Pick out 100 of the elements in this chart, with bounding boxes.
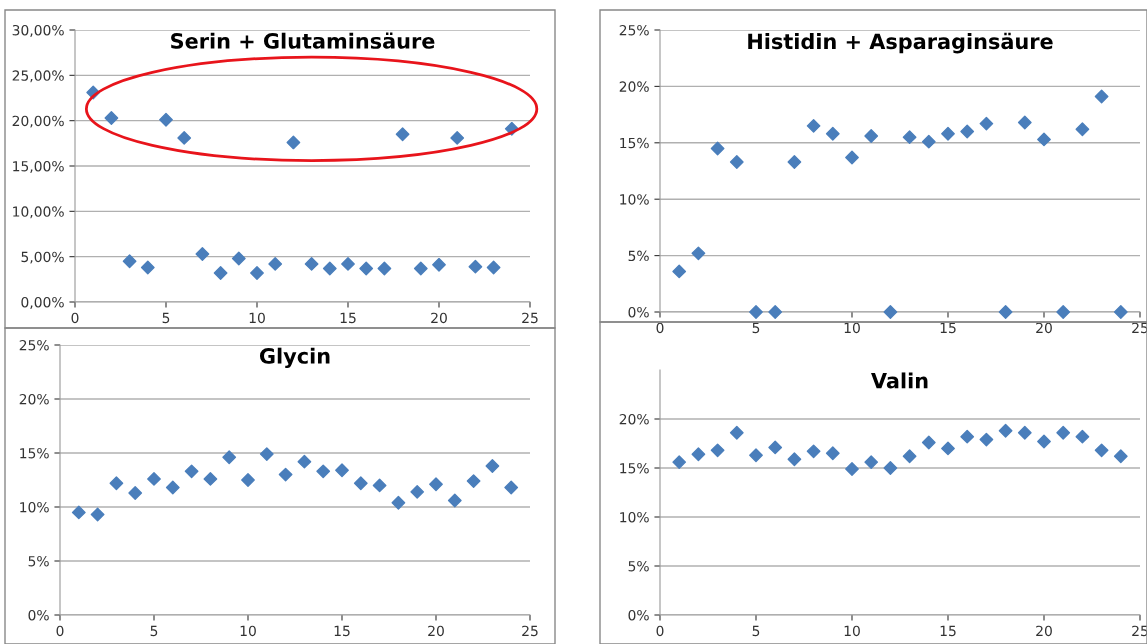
point (231, 251, 246, 266)
point (921, 134, 936, 149)
point (1075, 122, 1090, 137)
point (1094, 89, 1109, 104)
point (1113, 449, 1128, 464)
point (710, 141, 725, 156)
chart-title: Serin + Glutaminsäure (171, 32, 435, 49)
point (109, 476, 124, 491)
x-tick-label: 10 (240, 625, 256, 637)
point (864, 129, 879, 143)
x-tick-label: 20 (1036, 625, 1052, 637)
point (902, 130, 917, 145)
point (372, 478, 387, 493)
chart-title: Valin (871, 372, 928, 389)
point (902, 449, 917, 464)
point (353, 476, 368, 491)
x-tick-label: 0 (56, 625, 64, 637)
x-tick-label: 20 (1036, 322, 1052, 334)
x-tick-label: 25 (1132, 322, 1147, 334)
point (845, 150, 859, 165)
y-tick-label: 5,00% (21, 251, 64, 264)
point (691, 246, 706, 261)
point (213, 266, 228, 280)
x-tick-label: 5 (752, 322, 760, 334)
point (147, 472, 161, 486)
y-tick-label: 10% (620, 511, 649, 523)
x-tick-label: 25 (1132, 625, 1147, 637)
x-tick-label: 5 (752, 625, 760, 637)
point (184, 464, 199, 479)
point (941, 441, 955, 456)
point (672, 264, 687, 279)
y-tick-label: 20,00% (12, 115, 64, 128)
point (749, 448, 763, 463)
point (466, 474, 481, 488)
y-tick-label: 25,00% (12, 70, 64, 83)
x-tick-label: 5 (162, 312, 170, 324)
point (259, 447, 274, 461)
point (1113, 305, 1128, 319)
point (432, 257, 446, 272)
y-tick-label: 10,00% (13, 206, 64, 219)
y-tick-label: 5% (628, 250, 649, 262)
y-tick-label: 20% (619, 81, 649, 92)
x-tick-label: 10 (249, 312, 265, 324)
point (413, 261, 428, 276)
point (122, 254, 137, 269)
point (485, 459, 500, 473)
chart-title: Glycin (259, 347, 330, 369)
point (297, 454, 312, 469)
point (1094, 443, 1109, 458)
point (1017, 425, 1032, 440)
y-tick-label: 10% (20, 501, 49, 513)
x-tick-label: 0 (656, 625, 664, 637)
point (268, 257, 283, 271)
x-tick-label: 5 (150, 625, 158, 637)
point (787, 452, 802, 467)
point (960, 429, 975, 444)
point (335, 463, 349, 478)
point (71, 505, 86, 520)
point (391, 495, 406, 510)
point (104, 111, 119, 125)
point (806, 118, 821, 133)
point (341, 257, 355, 271)
y-tick-label: 15,00% (13, 160, 64, 173)
x-tick-label: 15 (334, 625, 350, 637)
y-tick-label: 5% (628, 560, 649, 572)
point (672, 455, 687, 470)
y-tick-label: 15% (620, 137, 649, 149)
point (395, 127, 410, 142)
point (825, 446, 840, 461)
chart-title: Histidin + Asparaginsäure (748, 32, 1053, 54)
point (410, 484, 425, 499)
point (979, 116, 994, 131)
point (377, 261, 392, 276)
point (787, 155, 802, 169)
point (979, 432, 994, 447)
point (864, 455, 879, 470)
x-tick-label: 20 (431, 312, 447, 324)
point (749, 305, 763, 319)
x-tick-label: 10 (844, 625, 860, 637)
x-tick-label: 0 (71, 312, 79, 324)
y-tick-label: 0% (28, 609, 49, 621)
point (1056, 425, 1071, 440)
point (883, 305, 898, 319)
point (845, 462, 859, 476)
point (203, 472, 218, 486)
point (960, 124, 975, 139)
point (691, 447, 706, 462)
point (768, 440, 783, 455)
point (447, 493, 462, 508)
point (921, 435, 936, 450)
y-tick-label: 15% (620, 462, 649, 474)
y-tick-label: 0% (628, 609, 649, 621)
x-tick-label: 25 (522, 625, 538, 637)
x-tick-label: 20 (428, 625, 444, 637)
point (468, 259, 483, 274)
point (729, 155, 744, 169)
x-tick-label: 25 (522, 312, 538, 324)
y-tick-label: 20% (619, 413, 649, 425)
y-tick-label: 15% (20, 447, 49, 459)
point (195, 247, 210, 261)
